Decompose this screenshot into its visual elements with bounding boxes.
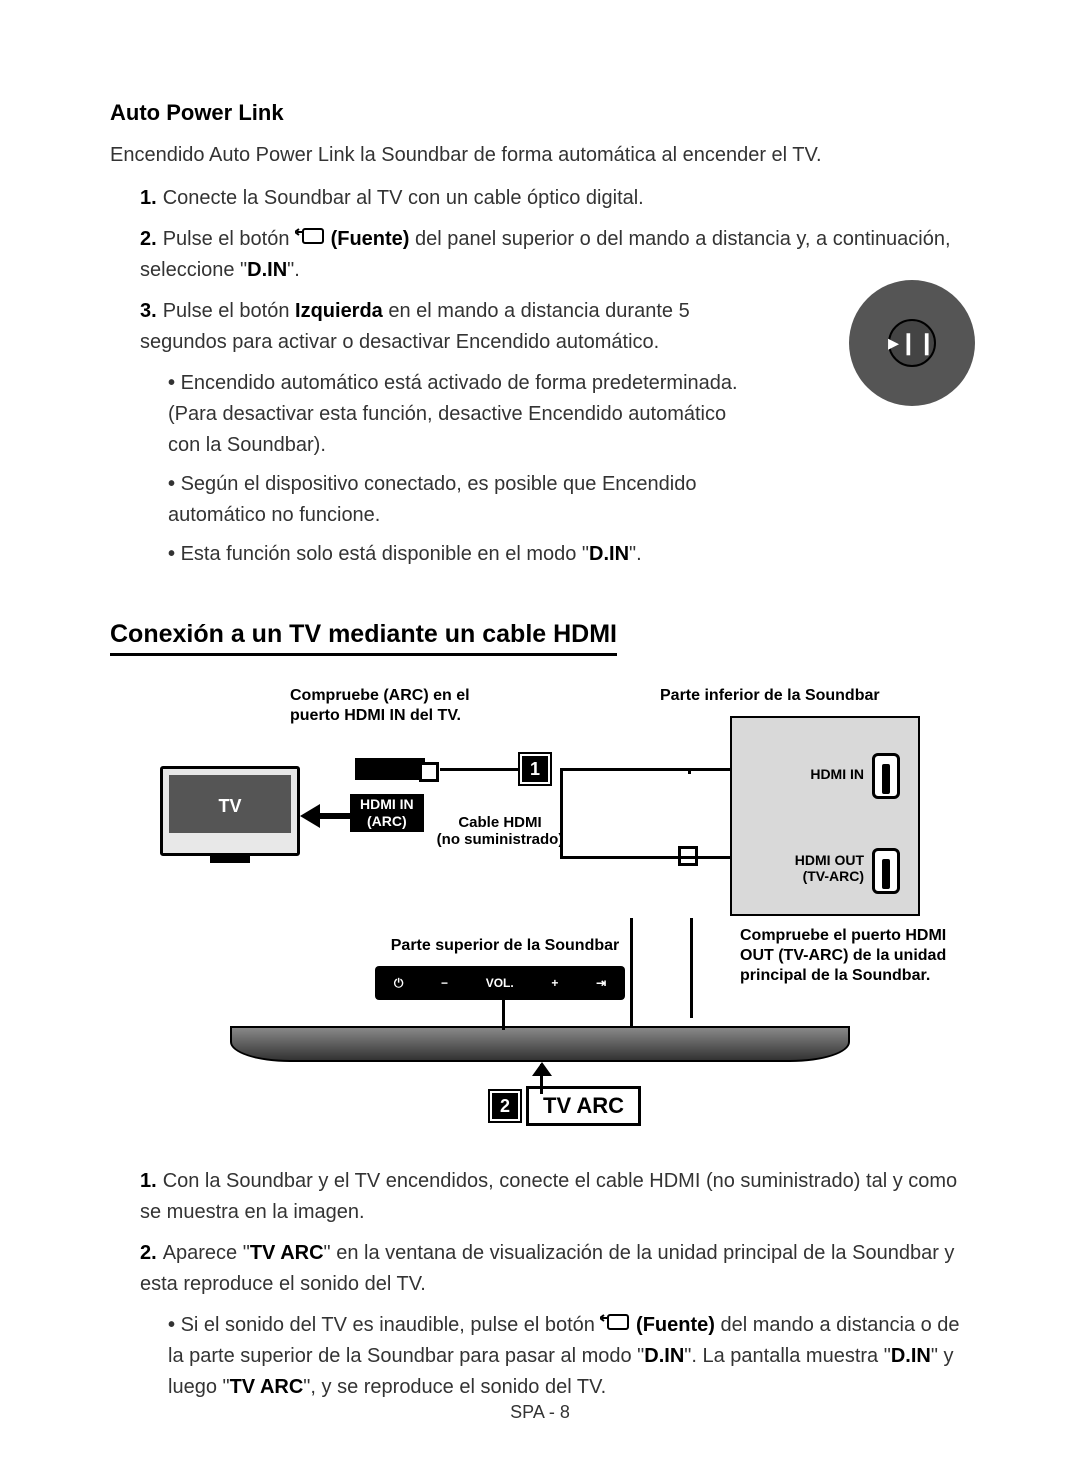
step-badge-1: 1	[520, 754, 550, 784]
hdmi-in-label: HDMI IN	[810, 766, 864, 782]
tvarc-display: 2 TV ARC	[490, 1086, 641, 1126]
tvarc-text: TV ARC	[526, 1086, 641, 1126]
hdmi-out-1: HDMI OUT	[795, 852, 864, 868]
step-1-text: Conecte la Soundbar al TV con un cable ó…	[163, 187, 644, 209]
s3-1-num: 1.	[140, 1170, 157, 1192]
hdmi-in-arc-1: HDMI IN	[360, 796, 414, 812]
s1-bullet-1: Encendido automático está activado de fo…	[168, 368, 750, 461]
s3-b-fuente: (Fuente)	[636, 1314, 715, 1336]
step-1-num: 1.	[140, 187, 157, 209]
soundbar-top-controls: ⏻ − VOL. + ⇥	[375, 966, 625, 1000]
s1-b3-a: Esta función solo está disponible en el …	[181, 543, 589, 565]
s3-step-1: 1.Con la Soundbar y el TV encendidos, co…	[140, 1166, 970, 1228]
s3-b-din2: D.IN	[891, 1345, 931, 1367]
auto-power-heading: Auto Power Link	[110, 100, 970, 126]
step-3-izq: Izquierda	[295, 300, 383, 322]
label-check-arc: Compruebe (ARC) en el puerto HDMI IN del…	[290, 686, 490, 726]
step-badge-2: 2	[490, 1091, 520, 1121]
hdmi-in-arc-label: HDMI IN (ARC)	[350, 794, 424, 832]
power-icon: ⏻	[394, 976, 404, 991]
vol-label: VOL.	[486, 976, 514, 990]
hdmi-out-port	[872, 848, 900, 894]
s3-step-2: 2.Aparece "TV ARC" en la ventana de visu…	[140, 1238, 970, 1403]
step-2-num: 2.	[140, 228, 157, 250]
s1-b3-b: ".	[629, 543, 642, 565]
cable-l1: Cable HDMI	[458, 814, 541, 831]
page-footer: SPA - 8	[0, 1402, 1080, 1423]
s3-b-din: D.IN	[644, 1345, 684, 1367]
s3-b-a: Si el sonido del TV es inaudible, pulse …	[181, 1314, 601, 1336]
step-2: 2.Pulse el botón (Fuente) del panel supe…	[140, 224, 970, 286]
source-icon-2	[600, 1310, 630, 1341]
s3-b-c: ". La pantalla muestra "	[684, 1345, 891, 1367]
arrow-up-icon	[532, 1062, 552, 1076]
hdmi-out-2: (TV-ARC)	[803, 868, 864, 884]
step-2-a: Pulse el botón	[163, 228, 295, 250]
hdmi-in-arc-2: (ARC)	[367, 813, 407, 829]
soundbar-bottom-panel: HDMI IN HDMI OUT (TV-ARC)	[730, 716, 920, 916]
step-1: 1. Conecte la Soundbar al TV con un cable…	[140, 183, 970, 214]
hdmi-out-label: HDMI OUT (TV-ARC)	[795, 852, 864, 884]
source-icon	[295, 224, 325, 255]
label-top-sb: Parte superior de la Soundbar	[380, 936, 630, 956]
s3-2-num: 2.	[140, 1242, 157, 1264]
play-pause-icon: ▸❙❙	[888, 319, 936, 367]
hdmi-in-port	[872, 753, 900, 799]
step-3: 3.Pulse el botón Izquierda en el mando a…	[140, 296, 750, 570]
s3-b-e: ", y se reproduce el sonido del TV.	[303, 1376, 606, 1398]
s3-b-tvarc: TV ARC	[230, 1376, 304, 1398]
vol-plus: +	[551, 976, 558, 990]
step-2-din: D.IN	[247, 259, 287, 281]
label-bottom-sb: Parte inferior de la Soundbar	[660, 686, 920, 706]
s1-bullet-2: Según el dispositivo conectado, es posib…	[168, 469, 750, 531]
step-3-a: Pulse el botón	[163, 300, 295, 322]
s3-1-text: Con la Soundbar y el TV encendidos, cone…	[140, 1170, 957, 1223]
step-2-fuente: (Fuente)	[331, 228, 410, 250]
cable-label: Cable HDMI (no suministrado)	[430, 814, 570, 848]
s1-bullet-3: Esta función solo está disponible en el …	[168, 539, 750, 570]
hdmi-plug-2	[678, 846, 698, 866]
s3-2-tvarc: TV ARC	[250, 1242, 324, 1264]
tv-label: TV	[160, 796, 300, 817]
source-icon-sb: ⇥	[596, 976, 606, 990]
step-3-num: 3.	[140, 300, 157, 322]
hdmi-heading: Conexión a un TV mediante un cable HDMI	[110, 620, 617, 656]
step-2-c: ".	[287, 259, 300, 281]
s3-bullet: Si el sonido del TV es inaudible, pulse …	[168, 1310, 970, 1403]
hdmi-plug-graphic	[355, 758, 425, 780]
auto-power-intro: Encendido Auto Power Link la Soundbar de…	[110, 140, 970, 171]
s1-b3-din: D.IN	[589, 543, 629, 565]
cable-l2: (no suministrado)	[437, 831, 564, 848]
s3-2-a: Aparece "	[163, 1242, 250, 1264]
soundbar-graphic	[230, 1026, 850, 1062]
label-check-port: Compruebe el puerto HDMI OUT (TV-ARC) de…	[740, 926, 960, 986]
arrow-icon	[300, 804, 320, 828]
hdmi-diagram: Compruebe (ARC) en el puerto HDMI IN del…	[160, 686, 920, 1136]
remote-dpad-graphic: ▸❙❙	[849, 280, 975, 406]
vol-minus: −	[441, 976, 448, 990]
